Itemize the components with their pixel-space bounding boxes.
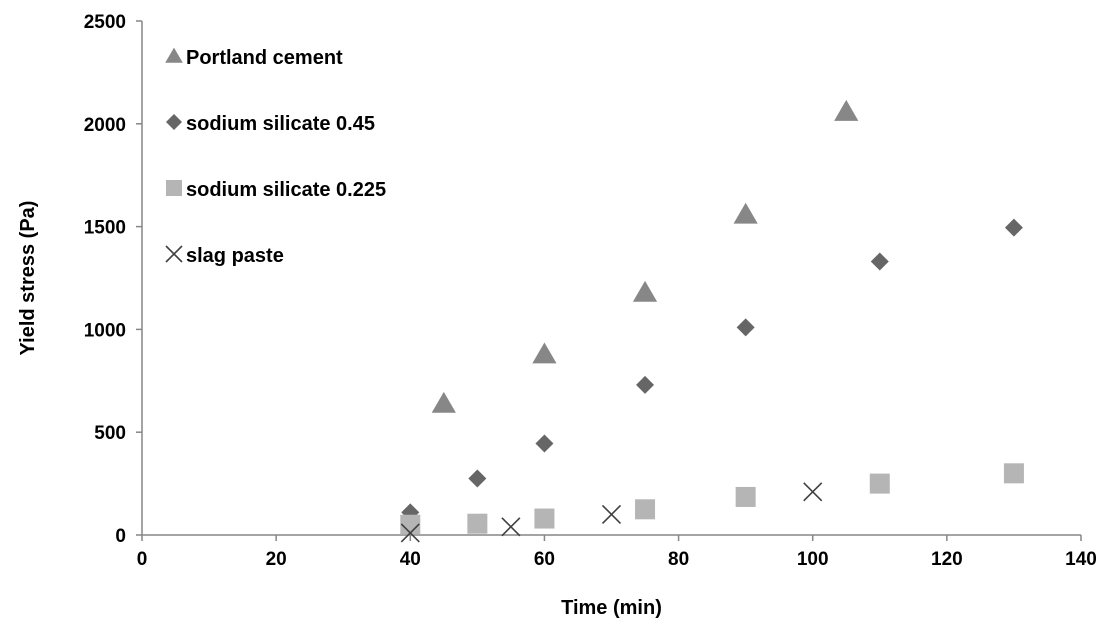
x-tick-label: 20 bbox=[266, 549, 287, 570]
series-diamond bbox=[401, 218, 1023, 522]
legend-marker bbox=[166, 180, 182, 196]
x-tick-label: 120 bbox=[931, 549, 963, 570]
x-tick-label: 0 bbox=[137, 549, 148, 570]
legend-marker bbox=[165, 47, 183, 63]
y-tick-label: 1500 bbox=[84, 218, 126, 239]
data-point bbox=[834, 99, 859, 121]
x-tick-label: 80 bbox=[668, 549, 689, 570]
axis-ticks bbox=[136, 20, 1082, 541]
data-point bbox=[532, 342, 557, 364]
y-tick-label: 2500 bbox=[84, 12, 126, 33]
data-point bbox=[632, 280, 658, 302]
x-tick-label: 100 bbox=[797, 549, 829, 570]
legend-label: sodium silicate 0.45 bbox=[186, 113, 375, 135]
x-tick-label: 40 bbox=[400, 549, 421, 570]
data-point bbox=[1003, 463, 1024, 484]
x-tick-label: 140 bbox=[1065, 549, 1097, 570]
data-points bbox=[400, 99, 1024, 543]
data-point bbox=[534, 508, 555, 529]
data-point bbox=[468, 469, 487, 488]
legend-label: sodium silicate 0.225 bbox=[186, 179, 386, 201]
legend: Portland cement sodium silicate 0.45 sodiu… bbox=[165, 47, 386, 267]
y-tick-label: 1000 bbox=[84, 320, 126, 341]
data-point bbox=[733, 202, 758, 224]
data-point bbox=[736, 318, 755, 337]
legend-item: slag paste bbox=[165, 245, 284, 267]
data-point bbox=[400, 523, 420, 543]
y-tick-label: 500 bbox=[94, 423, 126, 444]
legend-item: sodium silicate 0.225 bbox=[166, 179, 386, 201]
legend-marker bbox=[166, 114, 182, 130]
data-point bbox=[601, 504, 622, 525]
data-point bbox=[869, 473, 890, 494]
y-tick-label: 0 bbox=[115, 526, 126, 547]
data-point bbox=[636, 375, 655, 394]
series-triangle bbox=[431, 99, 859, 413]
axes bbox=[141, 21, 1081, 536]
data-point bbox=[735, 486, 756, 507]
legend-label: Portland cement bbox=[186, 47, 343, 69]
y-tick-label: 2000 bbox=[84, 115, 126, 136]
y-axis-title: Yield stress (Pa) bbox=[17, 201, 39, 356]
data-point bbox=[870, 252, 889, 271]
axis-tick-labels: 0 20 40 60 80 100 120 140 0 500 1000 1500 2000 2500 bbox=[84, 12, 1097, 570]
data-point bbox=[431, 391, 456, 413]
data-point bbox=[400, 514, 421, 535]
data-point bbox=[635, 499, 656, 520]
data-point bbox=[803, 482, 823, 502]
x-axis-title: Time (min) bbox=[561, 597, 662, 619]
data-point bbox=[501, 517, 521, 537]
series-cross bbox=[400, 482, 823, 543]
legend-label: slag paste bbox=[186, 245, 284, 267]
data-point bbox=[535, 434, 554, 453]
data-point bbox=[467, 513, 488, 534]
series-square bbox=[400, 463, 1024, 535]
x-tick-label: 60 bbox=[534, 549, 555, 570]
legend-item: Portland cement bbox=[165, 47, 343, 69]
legend-item: sodium silicate 0.45 bbox=[166, 113, 375, 135]
legend-marker bbox=[165, 245, 183, 263]
data-point bbox=[1004, 218, 1023, 237]
